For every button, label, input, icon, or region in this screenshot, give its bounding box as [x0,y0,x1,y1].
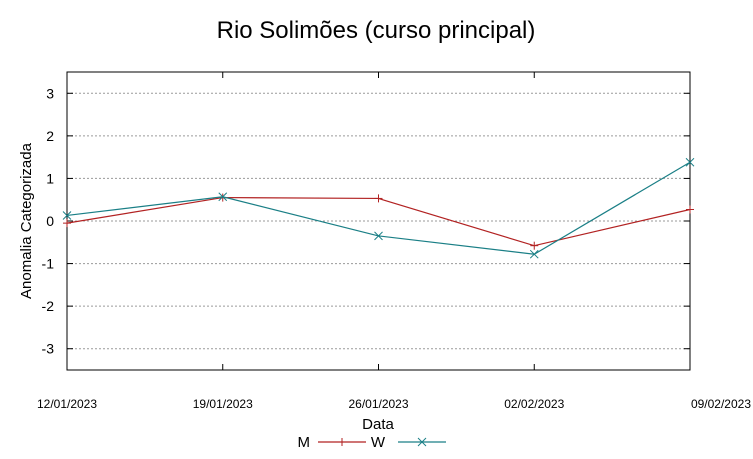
y-tick-label: 1 [46,170,54,186]
legend-marker-m [338,438,346,446]
grid-lines [67,92,690,350]
data-point-m [63,219,71,228]
y-tick-label: -2 [42,298,55,314]
y-tick-label: -3 [42,341,55,357]
legend-sample-m [318,438,366,446]
y-tick-label: -1 [42,256,55,272]
y-tick-label: 2 [46,128,54,144]
data-point-m [686,205,694,214]
legend-marker-w [417,437,427,447]
data-point-w [374,231,383,241]
y-tick-label: 0 [46,213,54,229]
y-axis-ticks: 3 2 1 0 -1 -2 -3 [42,85,690,357]
x-tick-label: 26/01/2023 [348,397,408,411]
data-point-w [529,249,539,259]
legend-label-m: M [298,434,311,451]
x-tick-label: 12/01/2023 [37,397,97,411]
x-tick-label: 09/02/2023 [691,397,751,411]
data-point-w [62,211,72,220]
legend-label-w: W [371,434,386,451]
x-axis-ticks: 12/01/2023 19/01/2023 26/01/2023 02/02/2023… [37,72,751,411]
legend: M W [298,434,446,451]
legend-sample-w [398,437,446,447]
y-axis-label: Anomalia Categorizada [18,142,35,299]
x-tick-label: 19/01/2023 [193,397,253,411]
x-axis-label: Data [362,416,394,433]
data-point-w [685,157,695,167]
data-point-m [374,194,383,203]
y-tick-label: 3 [46,85,54,101]
data-point-w [218,192,228,202]
data-point-m [530,241,539,250]
chart-title: Rio Solimões (curso principal) [217,17,536,44]
series-layer [62,157,695,259]
x-tick-label: 02/02/2023 [504,397,564,411]
